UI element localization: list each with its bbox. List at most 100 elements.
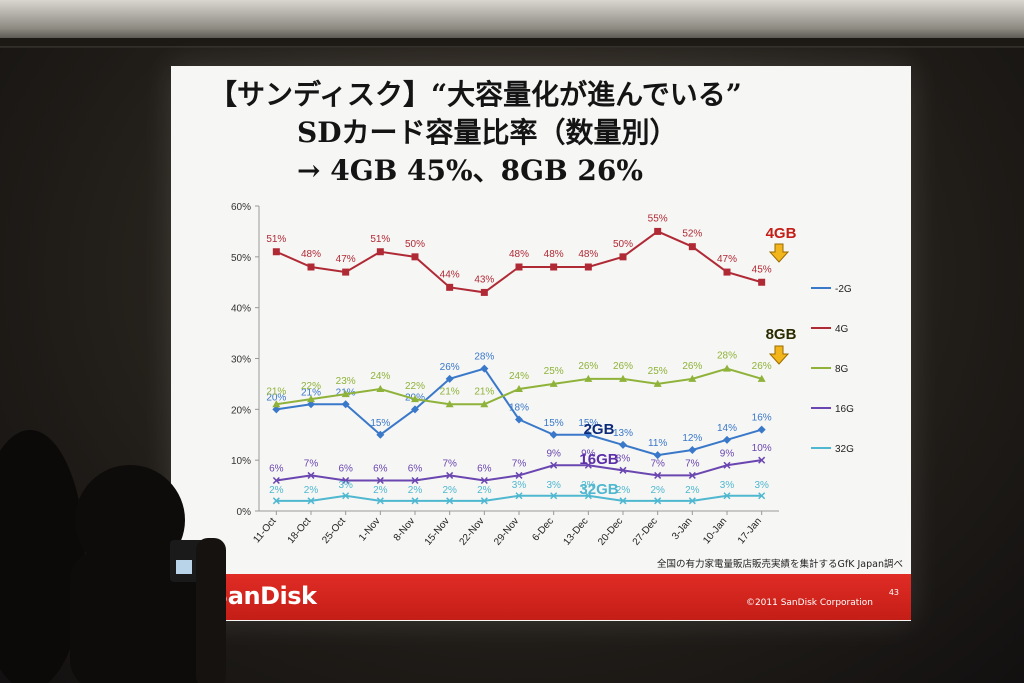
data-label: 45%: [752, 264, 772, 275]
data-point: [723, 268, 731, 276]
data-label: 3%: [512, 480, 527, 491]
data-label: 6%: [477, 464, 492, 475]
data-point: [584, 374, 593, 382]
data-point: [584, 430, 593, 439]
data-label: 26%: [752, 361, 772, 372]
legend-entry: 32G: [835, 444, 854, 455]
data-point: [272, 248, 280, 256]
data-point: [550, 461, 558, 469]
page-number: 43: [888, 588, 899, 597]
data-label: 26%: [578, 361, 598, 372]
data-point: [584, 492, 592, 500]
data-point: [376, 497, 384, 505]
x-tick-label: 13-Dec: [561, 516, 590, 548]
legend-entry: 4G: [835, 324, 849, 335]
data-label: 2%: [685, 485, 700, 496]
data-label: 6%: [408, 464, 423, 475]
data-label: 2%: [477, 485, 492, 496]
screen-frame: [0, 38, 1024, 46]
data-point: [619, 466, 627, 474]
y-tick-label: 40%: [231, 304, 251, 315]
data-label: 10%: [752, 443, 772, 454]
data-point: [757, 374, 766, 382]
data-point: [411, 497, 419, 505]
sandisk-logo: SanDisk: [211, 582, 317, 610]
data-point: [307, 471, 315, 479]
data-label: 13%: [613, 428, 633, 439]
data-point: [723, 435, 731, 444]
data-point: [342, 268, 350, 276]
x-tick-label: 18-Oct: [286, 516, 314, 546]
data-label: 20%: [266, 392, 286, 403]
data-point: [654, 227, 662, 235]
data-label: 25%: [544, 366, 564, 377]
data-point: [619, 374, 627, 382]
data-point: [480, 497, 488, 505]
data-point: [758, 278, 766, 286]
data-point: [480, 288, 488, 296]
title-line-2: SDカード容量比率（数量別）: [297, 116, 678, 149]
line-chart: 0% 10% 20% 30% 40% 50% 60% 11-Oct 18-Oct 25-Oct 1-…: [231, 202, 854, 548]
data-label: 51%: [266, 234, 286, 245]
data-point: [584, 461, 592, 469]
y-tick-label: 20%: [231, 405, 251, 416]
data-point: [688, 471, 696, 479]
data-label: 21%: [266, 386, 286, 397]
data-label: 26%: [440, 362, 460, 373]
data-label: 15%: [578, 418, 598, 429]
annotation-label: 32GB: [579, 481, 618, 498]
legend-entry: 8G: [835, 364, 849, 375]
x-tick-label: 27-Dec: [631, 516, 660, 548]
annotation-label: 8GB: [766, 326, 797, 343]
title-line-1: 【サンディスク】“大容量化が進んでいる”: [209, 78, 742, 111]
x-tick-label: 25-Oct: [320, 516, 348, 546]
data-label: 7%: [650, 458, 665, 469]
data-point: [307, 395, 315, 403]
data-label: 2%: [373, 485, 388, 496]
data-label: 3%: [720, 480, 735, 491]
data-label: 2%: [304, 485, 319, 496]
data-point: [515, 471, 523, 479]
data-label: 9%: [720, 448, 735, 459]
x-tick-label: 22-Nov: [457, 516, 486, 548]
x-tick-label: 11-Oct: [251, 516, 278, 546]
data-label: 26%: [682, 361, 702, 372]
data-label: 47%: [336, 254, 356, 265]
x-tick-label: 15-Nov: [423, 516, 452, 548]
data-point: [342, 492, 350, 500]
y-tick-label: 10%: [231, 456, 251, 467]
data-point: [376, 476, 384, 485]
data-point: [758, 456, 766, 464]
data-label: 6%: [338, 464, 353, 475]
data-point: [272, 497, 280, 505]
data-label: 18%: [509, 403, 529, 414]
y-tick-label: 0%: [237, 507, 252, 518]
data-label: 55%: [648, 213, 668, 224]
x-tick-label: 20-Dec: [596, 516, 625, 548]
data-label: 16%: [752, 413, 772, 424]
data-point: [515, 263, 523, 271]
data-point: [411, 476, 419, 485]
data-point: [550, 263, 558, 271]
data-point: [723, 492, 731, 500]
data-label: 44%: [440, 269, 460, 280]
x-tick-label: 1-Nov: [357, 516, 383, 544]
data-point: [654, 471, 662, 479]
data-label: 6%: [373, 464, 388, 475]
data-label: 2%: [269, 485, 284, 496]
data-point: [723, 364, 731, 372]
data-label: 24%: [509, 371, 529, 382]
slide-title: 【サンディスク】“大容量化が進んでいる” SDカード容量比率（数量別） → 4G…: [209, 76, 909, 190]
y-tick-label: 60%: [231, 202, 251, 213]
data-point: [653, 379, 662, 387]
data-point: [411, 405, 419, 414]
copyright-text: ©2011 SanDisk Corporation: [745, 598, 873, 608]
data-label: 21%: [474, 386, 494, 397]
data-label: 7%: [304, 458, 319, 469]
data-point: [584, 263, 592, 271]
data-label: 3%: [546, 480, 561, 491]
x-tick-label: 10-Jan: [701, 516, 729, 546]
legend-entry: -2G: [835, 284, 852, 295]
data-point: [307, 400, 315, 409]
data-point: [688, 497, 696, 505]
